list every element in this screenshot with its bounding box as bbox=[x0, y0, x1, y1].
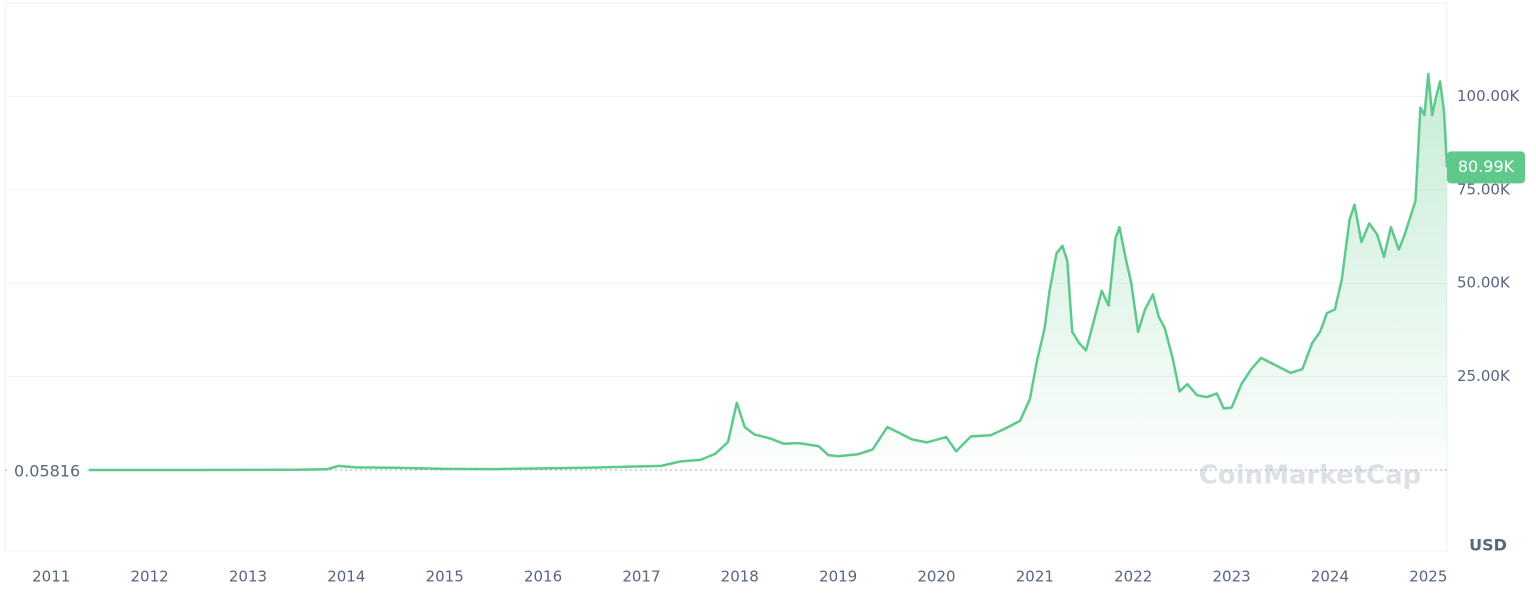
reference-label-bg bbox=[8, 458, 86, 481]
y-tick-label: 25.00K bbox=[1457, 367, 1511, 385]
currency-label: USD bbox=[1469, 536, 1507, 555]
y-tick-label: 75.00K bbox=[1457, 180, 1511, 198]
y-tick-label: 50.00K bbox=[1457, 274, 1511, 292]
x-tick-label: 2020 bbox=[917, 568, 955, 586]
x-tick-label: 2023 bbox=[1212, 568, 1250, 586]
reference-label: 0.05816 bbox=[14, 461, 80, 480]
y-tick-label: 100.00K bbox=[1457, 87, 1520, 105]
x-tick-label: 2016 bbox=[524, 568, 562, 586]
x-tick-label: 2024 bbox=[1311, 568, 1349, 586]
x-tick-label: 2017 bbox=[622, 568, 660, 586]
x-tick-label: 2019 bbox=[819, 568, 857, 586]
price-area bbox=[88, 74, 1448, 470]
last-price-badge bbox=[1447, 151, 1525, 184]
x-tick-label: 2014 bbox=[327, 568, 365, 586]
x-tick-label: 2022 bbox=[1114, 568, 1152, 586]
x-tick-label: 2025 bbox=[1409, 568, 1447, 586]
last-price-label: 80.99K bbox=[1458, 157, 1515, 176]
x-tick-label: 2012 bbox=[130, 568, 168, 586]
price-line bbox=[88, 72, 1449, 472]
x-tick-label: 2011 bbox=[32, 568, 70, 586]
x-tick-label: 2013 bbox=[229, 568, 267, 586]
x-tick-label: 2015 bbox=[426, 568, 464, 586]
x-tick-label: 2018 bbox=[721, 568, 759, 586]
x-tick-label: 2021 bbox=[1016, 568, 1054, 586]
